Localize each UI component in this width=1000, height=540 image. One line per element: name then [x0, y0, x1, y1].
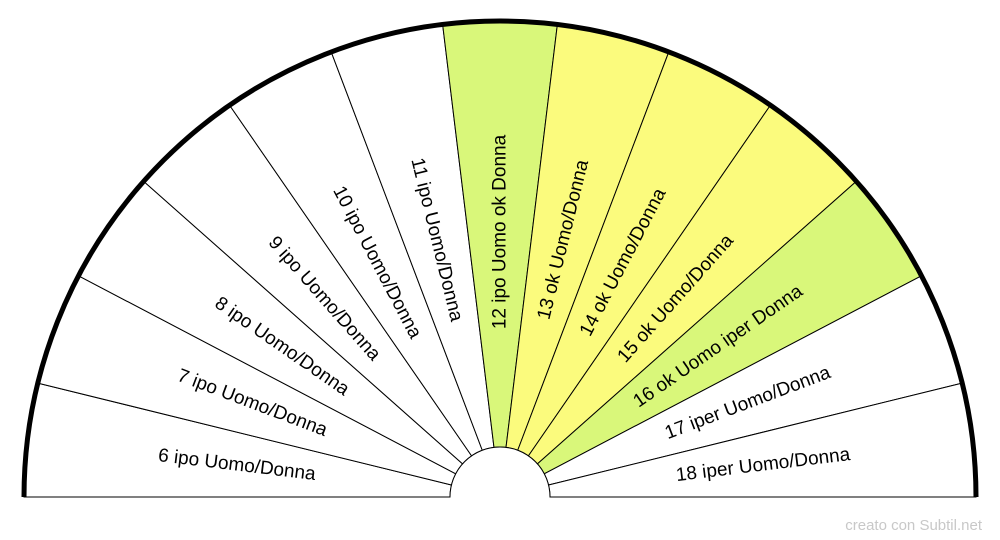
- frame-layer: [21, 18, 979, 498]
- segment-label-7: 12 ipo Uomo ok Donna: [490, 134, 511, 329]
- center-hub: [449, 446, 551, 498]
- credit-text: creato con Subtil.net: [845, 517, 982, 534]
- outer-rim: [21, 18, 979, 498]
